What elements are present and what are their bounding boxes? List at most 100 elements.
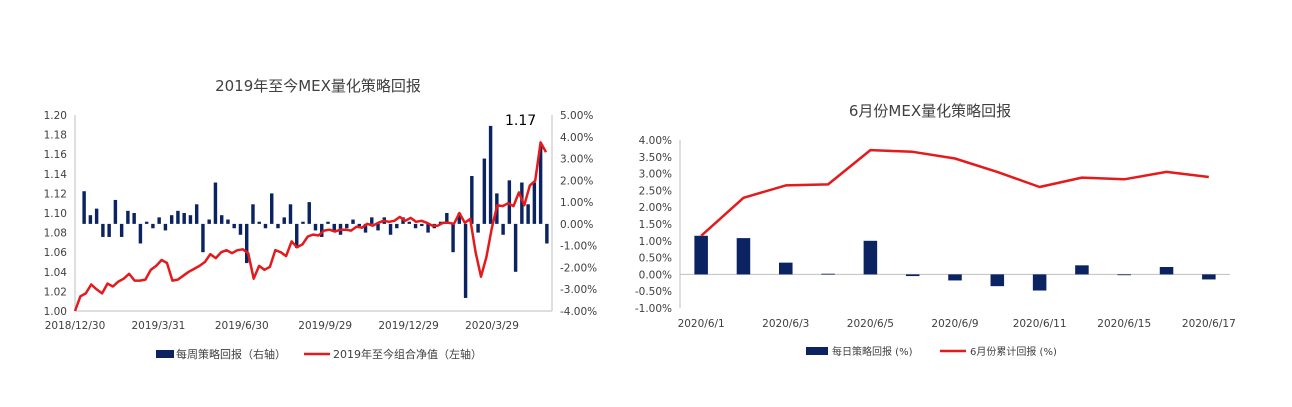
weekly-return-bar <box>151 223 155 229</box>
line-series-right <box>700 148 1209 237</box>
weekly-return-bar <box>413 223 418 229</box>
legend-label-line: 6月份累计回报 (%) <box>970 345 1057 358</box>
left-tick-label: 1.14 <box>44 169 68 181</box>
weekly-return-bar <box>313 223 318 231</box>
right-tick-label: 2.00% <box>560 175 593 187</box>
left-axis-ticks: 1.00 1.02 1.04 1.06 1.08 1.10 1.12 1.14 1.16 1.18… <box>44 110 68 318</box>
weekly-return-bar <box>345 223 349 229</box>
weekly-return-bar <box>163 223 168 231</box>
x-tick-label: 2020/6/1 <box>678 318 725 330</box>
weekly-return-bar <box>213 182 218 224</box>
weekly-return-bar <box>488 125 493 224</box>
weekly-return-bar <box>513 223 518 272</box>
right-tick-label: -4.00% <box>560 306 597 318</box>
weekly-return-bar <box>351 219 355 224</box>
weekly-return-bar <box>132 213 136 224</box>
x-axis-ticks-right: 2020/6/1 2020/6/3 2020/6/5 2020/6/9 2020/6/1… <box>678 318 1236 330</box>
daily-return-bar <box>1159 267 1174 275</box>
weekly-return-bar <box>370 217 374 224</box>
x-tick-label: 2019/3/31 <box>131 320 185 332</box>
weekly-return-bar <box>201 223 205 253</box>
june-return-chart: 6月份MEX量化策略回报 -1.00% -0.50% 0.00% 0.50% 1.00%… <box>635 102 1236 358</box>
weekly-return-bar <box>101 223 105 237</box>
weekly-return-bar <box>88 215 93 224</box>
weekly-return-bar <box>226 219 230 224</box>
weekly-return-bar <box>207 219 211 224</box>
left-tick-label: 1.18 <box>44 130 67 142</box>
right-tick-label: 4.00% <box>560 132 593 144</box>
y-axis-ticks-right: -1.00% -0.50% 0.00% 0.50% 1.00% 1.50% 2.00% 2.5… <box>635 135 672 315</box>
x-tick-label: 2020/6/5 <box>847 318 894 330</box>
right-tick-label: -1.00% <box>560 241 597 253</box>
y-tick-label: -0.50% <box>635 286 672 298</box>
weekly-return-bar <box>532 182 537 224</box>
left-tick-label: 1.08 <box>44 228 67 240</box>
weekly-return-bar <box>307 202 311 224</box>
x-axis-ticks-left: 2018/12/30 2019/3/31 2019/6/30 2019/9/29 201… <box>45 320 519 332</box>
weekly-return-bar <box>119 223 124 237</box>
weekly-return-bar <box>113 199 118 224</box>
y-tick-label: 4.00% <box>639 135 672 147</box>
weekly-return-bar <box>282 217 286 224</box>
weekly-return-bar <box>538 145 543 224</box>
left-tick-label: 1.06 <box>44 247 68 259</box>
weekly-return-bar <box>526 204 530 224</box>
daily-return-bar <box>779 262 793 275</box>
daily-return-bar <box>1032 274 1047 291</box>
weekly-return-bar <box>276 223 280 229</box>
peak-annotation: 1.17 <box>505 113 536 129</box>
weekly-return-bar <box>138 223 143 244</box>
x-tick-label: 2020/6/17 <box>1182 318 1236 330</box>
daily-return-bar <box>863 240 878 275</box>
y-tick-label: 1.00% <box>639 236 672 248</box>
weekly-return-bar <box>332 223 336 231</box>
left-tick-label: 1.02 <box>44 286 67 298</box>
weekly-return-bar <box>257 221 261 224</box>
weekly-return-bar <box>320 223 324 237</box>
right-tick-label: 1.00% <box>560 197 593 209</box>
weekly-return-bar <box>507 180 512 224</box>
right-tick-label: 3.00% <box>560 154 593 166</box>
weekly-return-bar <box>263 223 268 229</box>
daily-return-bar <box>736 238 751 275</box>
weekly-return-bar <box>395 223 399 229</box>
right-tick-label: 5.00% <box>560 110 593 122</box>
weekly-return-bar <box>357 223 361 227</box>
left-tick-label: 1.20 <box>44 110 67 122</box>
weekly-return-bar <box>82 191 86 224</box>
weekly-return-bar <box>301 221 305 224</box>
daily-return-bar <box>1202 274 1216 280</box>
y-tick-label: 1.50% <box>639 219 672 231</box>
y-tick-label: -1.00% <box>635 303 672 315</box>
x-tick-label: 2020/3/29 <box>465 320 519 332</box>
weekly-return-bar <box>219 215 224 224</box>
plot-area-left <box>74 115 553 312</box>
x-tick-label: 2019/12/29 <box>378 320 439 332</box>
left-tick-label: 1.16 <box>44 149 68 161</box>
legend-right: 每日策略回报 (%) 6月份累计回报 (%) <box>806 345 1057 358</box>
daily-return-bar <box>948 274 962 281</box>
right-tick-label: 0.00% <box>560 219 593 231</box>
x-tick-label: 2020/6/9 <box>931 318 978 330</box>
weekly-return-bar <box>451 223 455 253</box>
x-tick-label: 2020/6/11 <box>1013 318 1067 330</box>
legend-left: 每周策略回报（右轴） 2019年至今组合净值（左轴） <box>156 347 482 361</box>
weekly-return-bar <box>470 175 474 224</box>
weekly-return-bar <box>244 223 249 264</box>
legend-label-bar: 每日策略回报 (%) <box>832 345 913 358</box>
weekly-return-bar <box>169 215 174 224</box>
weekly-return-bar <box>545 223 549 244</box>
legend-swatch-bar <box>156 350 174 358</box>
weekly-return-bar <box>457 213 462 224</box>
daily-return-bar <box>694 235 708 275</box>
left-tick-label: 1.00 <box>44 306 67 318</box>
daily-return-bar <box>905 274 920 277</box>
weekly-return-bar <box>157 217 161 224</box>
y-tick-label: 2.00% <box>639 202 672 214</box>
left-tick-label: 1.04 <box>44 267 68 279</box>
weekly-return-chart: 2019年至今MEX量化策略回报 1.00 1.02 1.04 1.06 1.08 1.1… <box>44 77 598 361</box>
weekly-return-bar <box>445 213 449 224</box>
weekly-return-bar <box>295 223 299 248</box>
weekly-return-bar <box>94 208 99 224</box>
x-tick-label: 2019/9/29 <box>298 320 352 332</box>
